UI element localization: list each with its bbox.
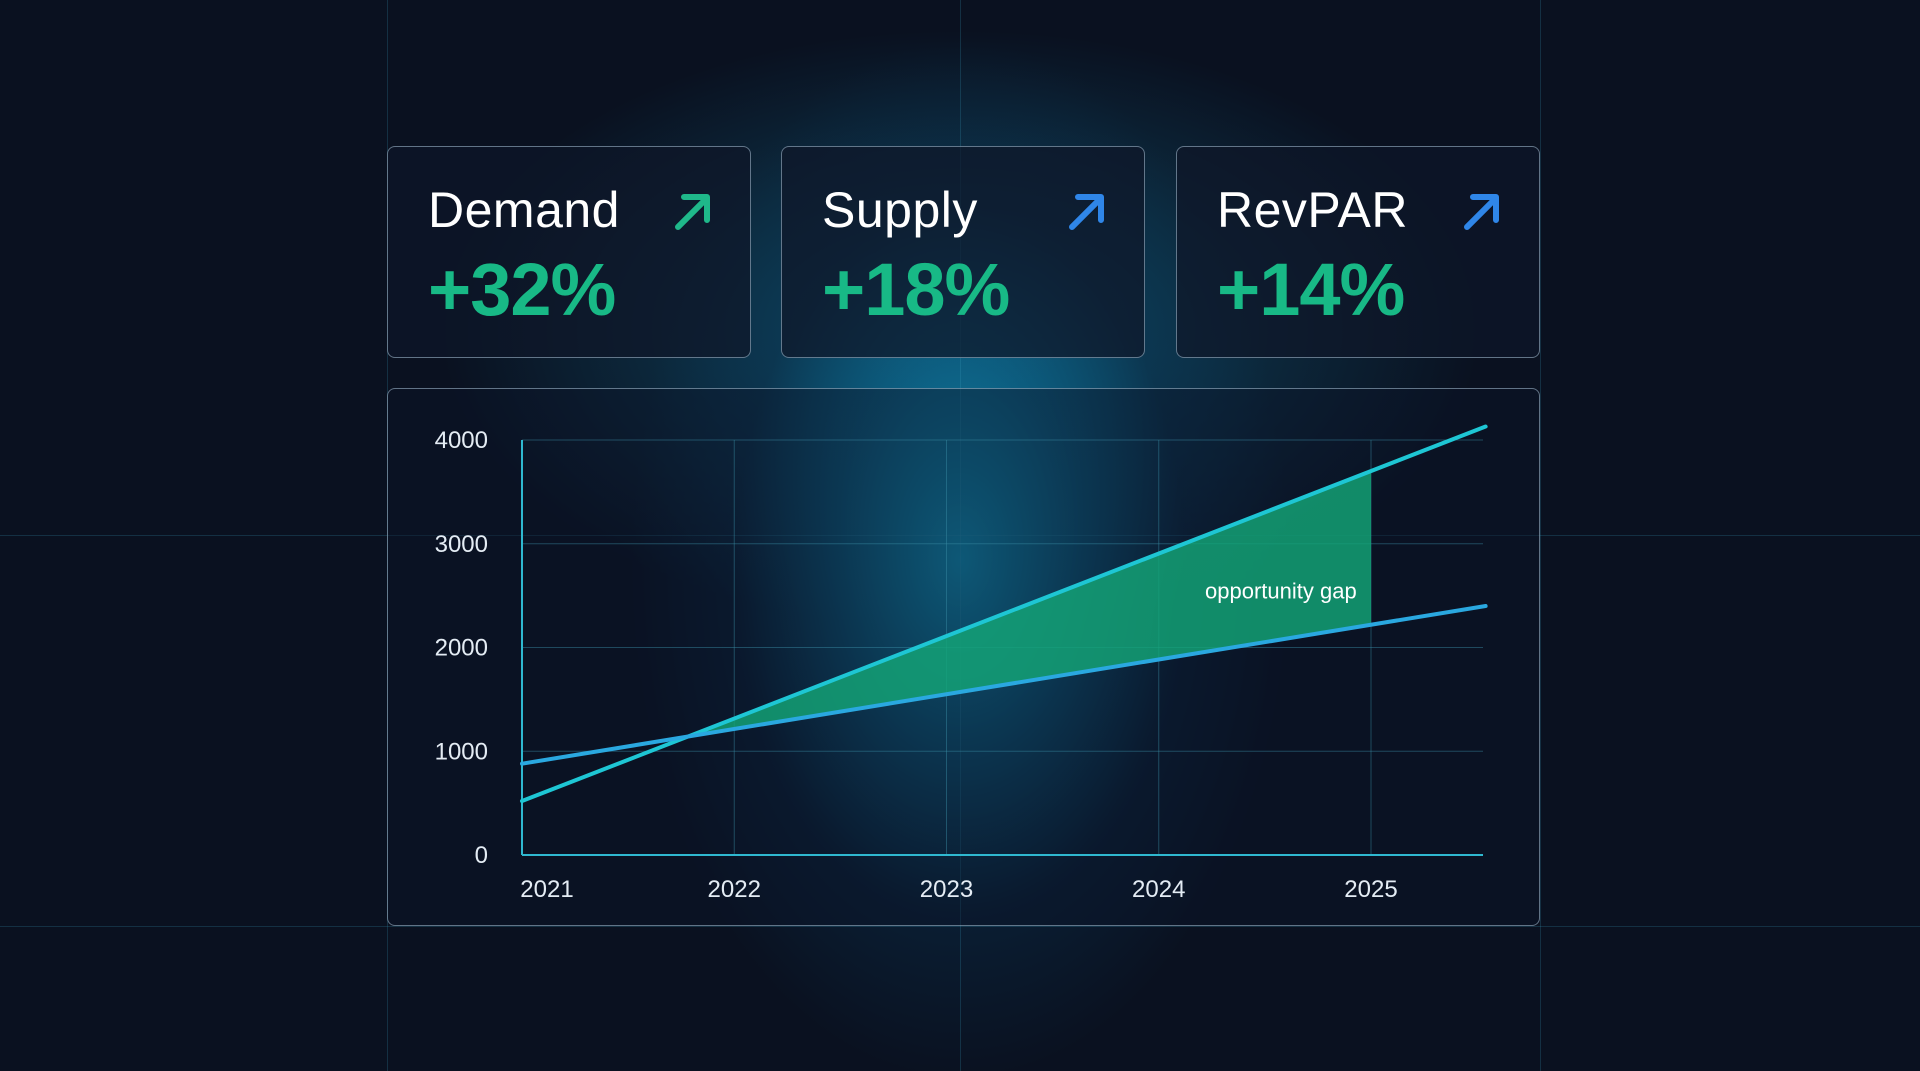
y-tick-label: 0 <box>475 842 488 869</box>
supply-label: Supply <box>822 182 978 238</box>
chart-panel: 0 1000 2000 3000 4000 2021 2022 2023 2024 2025 opp… <box>387 388 1540 926</box>
series-line <box>520 604 1488 766</box>
guide-line-vertical <box>960 0 961 1071</box>
supply-value: +18% <box>822 248 1010 331</box>
x-tick-label: 2024 <box>1132 876 1185 903</box>
x-tick-label: 2022 <box>708 876 761 903</box>
supply-card: Supply +18% <box>781 146 1145 358</box>
arrow-shape <box>675 194 710 230</box>
x-tick-label: 2023 <box>920 876 973 903</box>
guide-line-horizontal <box>0 926 1920 927</box>
y-tick-label: 4000 <box>435 427 488 454</box>
y-tick-label: 1000 <box>435 738 488 765</box>
guide-line-horizontal <box>0 535 1920 536</box>
arrow-up-right-icon <box>675 194 710 230</box>
line-chart: 0 1000 2000 3000 4000 2021 2022 2023 2024 2025 opp… <box>435 424 1488 903</box>
revpar-card: RevPAR +14% <box>1176 146 1540 358</box>
x-tick-label: 2021 <box>520 876 573 903</box>
annotation-label: opportunity gap <box>1205 578 1357 603</box>
revpar-value: +14% <box>1217 248 1405 331</box>
demand-label: Demand <box>428 182 620 238</box>
y-tick-label: 2000 <box>435 635 488 662</box>
arrow-up-right-icon <box>1069 194 1104 230</box>
revpar-label: RevPAR <box>1217 182 1409 238</box>
x-tick-label: 2025 <box>1344 876 1397 903</box>
demand-card: Demand +32% <box>387 146 751 358</box>
arrow-shape <box>1069 194 1104 230</box>
demand-value: +32% <box>428 248 616 331</box>
arrow-shape <box>1464 194 1499 230</box>
arrow-up-right-icon <box>1464 194 1499 230</box>
guide-line-vertical <box>1540 0 1541 1071</box>
y-tick-label: 3000 <box>435 531 488 558</box>
